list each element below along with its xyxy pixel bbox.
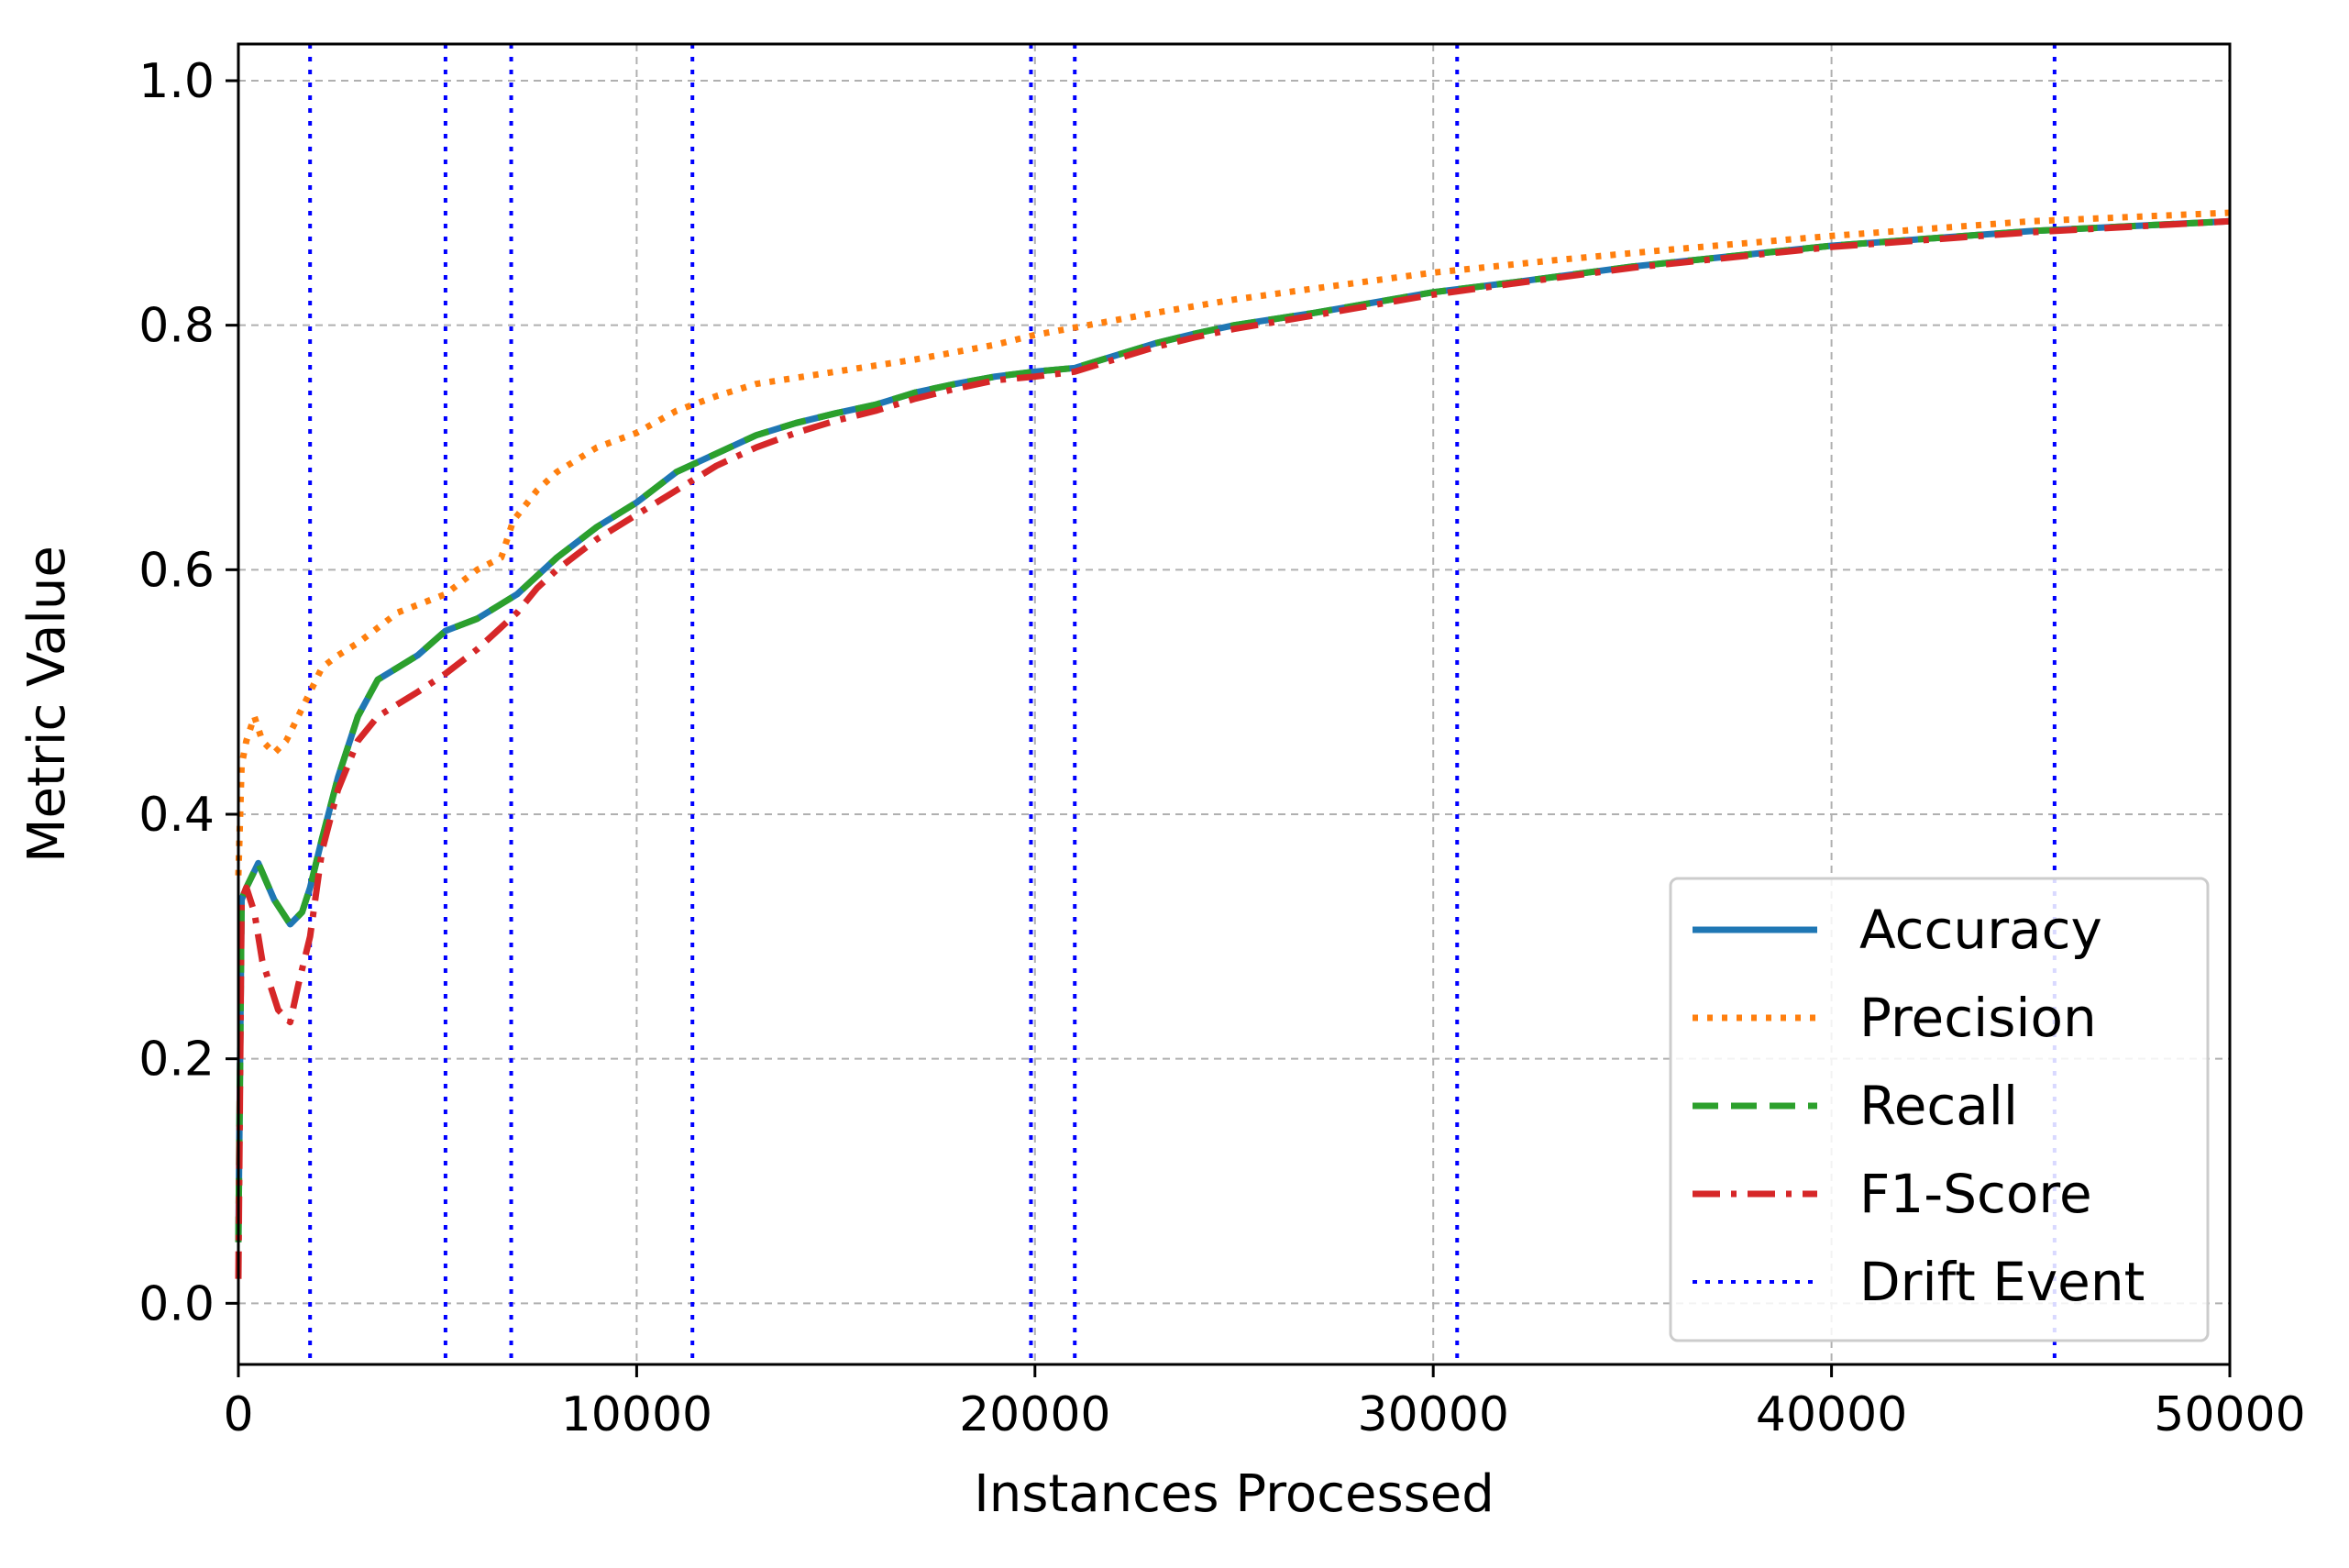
legend-label: Accuracy xyxy=(1859,899,2102,961)
x-tick-label: 40000 xyxy=(1756,1387,1907,1442)
legend-box xyxy=(1669,877,2210,1342)
legend-label: Drift Event xyxy=(1859,1251,2145,1313)
series-line-f1-score xyxy=(235,217,2231,1279)
y-tick-label: 0.6 xyxy=(138,543,215,598)
plot-frame xyxy=(237,42,2232,1366)
x-axis-ticks: 0 10000 20000 30000 40000 50000 xyxy=(223,1364,2306,1442)
y-tick-label: 0.8 xyxy=(138,299,215,354)
legend-label: Recall xyxy=(1859,1075,2018,1137)
x-tick-label: 0 xyxy=(223,1387,253,1442)
y-axis-label: Metric Value xyxy=(17,546,77,863)
series-lines xyxy=(235,209,2231,1279)
y-tick-label: 0.2 xyxy=(138,1032,215,1088)
x-tick-label: 10000 xyxy=(561,1387,712,1442)
y-axis-ticks: 0.0 0.2 0.4 0.6 0.8 1.0 xyxy=(138,54,238,1331)
x-axis-label: Instances Processed xyxy=(974,1464,1494,1524)
legend-label: F1-Score xyxy=(1859,1163,2092,1225)
x-tick-label: 20000 xyxy=(959,1387,1110,1442)
drift-event-lines xyxy=(308,44,2057,1364)
x-tick-label: 30000 xyxy=(1357,1387,1508,1442)
x-tick-label: 50000 xyxy=(2154,1387,2305,1442)
series-line-recall xyxy=(235,217,2231,1242)
legend: Accuracy Precision Recall F1-Score Drift Eve… xyxy=(1669,877,2210,1342)
legend-label: Precision xyxy=(1859,987,2097,1049)
series-line-precision xyxy=(235,209,2231,876)
y-tick-label: 0.0 xyxy=(138,1276,215,1331)
y-tick-label: 0.4 xyxy=(138,788,215,843)
y-tick-label: 1.0 xyxy=(138,54,215,109)
